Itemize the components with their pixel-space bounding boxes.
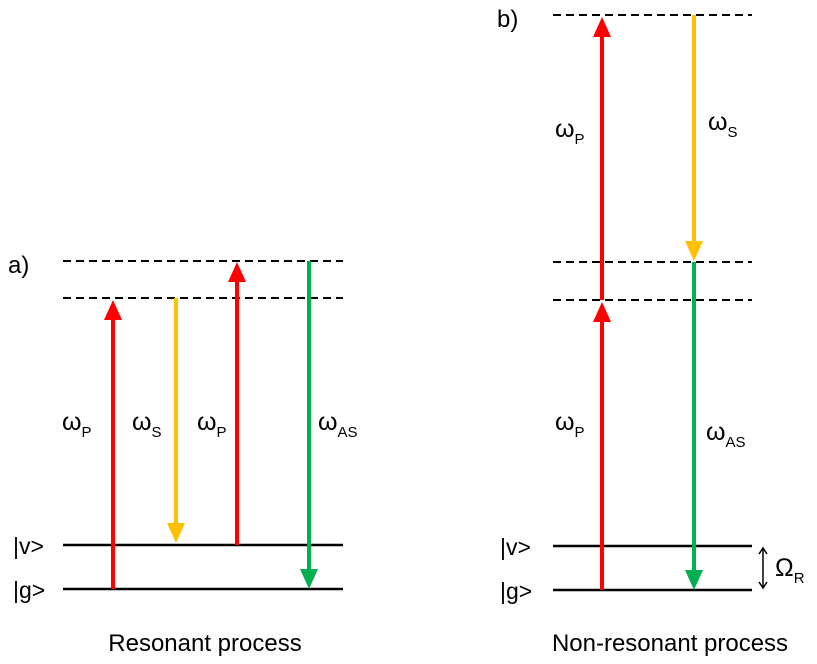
- panel-a-pump-1-label: ωP: [62, 408, 92, 441]
- panel-b-state-g-label: |g>: [500, 578, 532, 604]
- panel-a: a) |v> |g> ωP ωS ωP: [8, 252, 358, 657]
- panel-b-state-v-label: |v>: [500, 534, 531, 560]
- panel-b-stokes-arrow: [685, 15, 703, 261]
- panel-b-pump-arrow-upper: [593, 17, 611, 300]
- panel-a-pump-arrow-2: [228, 262, 246, 545]
- panel-b-caption: Non-resonant process: [552, 630, 788, 657]
- panel-a-anti-stokes-label: ωAS: [318, 408, 358, 441]
- panel-a-stokes-arrow: [167, 298, 185, 543]
- panel-b-pump-lower-label: ωP: [555, 408, 585, 441]
- panel-a-pump-2-label: ωP: [197, 408, 227, 441]
- panel-b-anti-stokes-label: ωAS: [706, 418, 746, 451]
- panel-b-anti-stokes-arrow: [685, 262, 703, 590]
- panel-a-anti-stokes-arrow: [300, 261, 318, 589]
- panel-b-stokes-label: ωS: [708, 108, 738, 141]
- panel-a-label: a): [8, 252, 29, 279]
- panel-a-caption: Resonant process: [108, 630, 301, 657]
- panel-b-pump-arrow-lower: [593, 302, 611, 590]
- panel-b-raman-spacing-double-arrow: [758, 546, 768, 590]
- panel-b-raman-spacing-label: ΩR: [775, 554, 805, 587]
- panel-b-label: b): [497, 6, 518, 33]
- panel-a-state-v-label: |v>: [13, 533, 44, 559]
- panel-a-stokes-label: ωS: [132, 408, 162, 441]
- panel-a-state-g-label: |g>: [13, 577, 45, 603]
- panel-b: b) |v> |g>: [497, 6, 805, 657]
- panel-a-pump-arrow-1: [104, 300, 122, 589]
- panel-b-pump-upper-label: ωP: [555, 115, 585, 148]
